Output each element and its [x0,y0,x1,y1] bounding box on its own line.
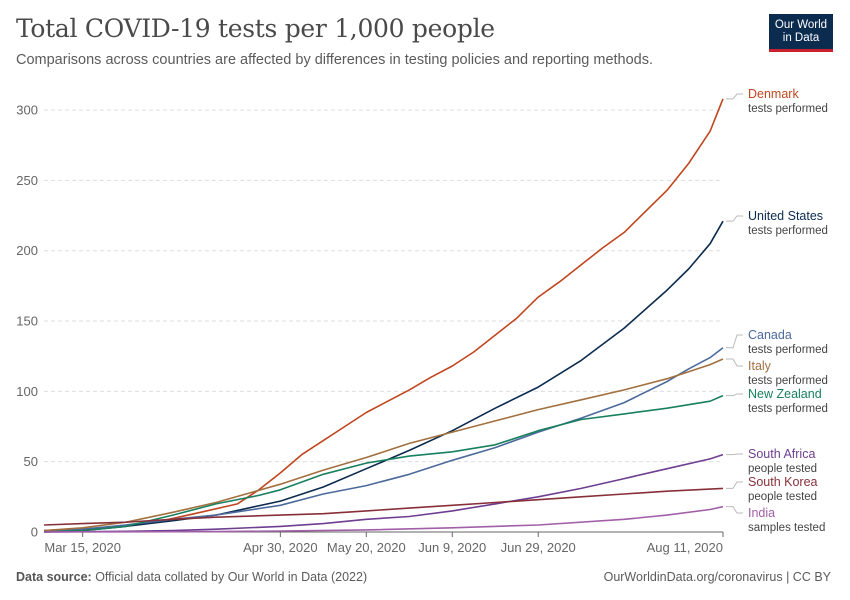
chart-subtitle: Comparisons across countries are affecte… [16,52,654,68]
grid-lines [44,109,723,463]
series-line-denmark[interactable] [43,98,724,532]
series-line-india[interactable] [43,505,724,533]
series-sublabel-united-states: tests performed [748,225,828,237]
series-line-canada[interactable] [43,347,724,532]
series-label-india[interactable]: India [748,506,775,520]
x-tick-label: Aug 11, 2020 [647,540,723,555]
series-label-denmark[interactable]: Denmark [748,87,799,101]
logo-line-2: in Data [782,32,820,44]
series-label-united-states[interactable]: United States [748,209,823,223]
label-connector-india [726,506,743,514]
x-tick-label: May 20, 2020 [327,540,406,555]
x-tick-label: Mar 15, 2020 [44,540,121,555]
series-sublabel-canada: tests performed [748,344,828,356]
label-connector-south-korea [726,481,743,489]
series-label-new-zealand[interactable]: New Zealand [748,387,822,401]
logo-line-1: Our World [774,19,828,31]
footer-credit-link[interactable]: OurWorldinData.org/coronavirus | CC BY [603,570,831,584]
x-tick-label: Apr 30, 2020 [243,540,317,555]
y-tick-label-200: 200 [16,243,38,258]
label-connector-united-states [726,215,743,222]
series-sublabel-india: samples tested [748,522,825,534]
y-tick-label-0: 0 [31,525,38,540]
series-labels: Denmark tests performed United States tests… [726,87,828,534]
series-label-italy[interactable]: Italy [748,359,772,373]
y-tick-label-150: 150 [16,314,38,329]
y-tick-label-300: 300 [16,103,38,118]
label-connector-canada [726,334,743,349]
y-tick-label-100: 100 [16,384,38,399]
label-connector-south-africa [726,453,743,456]
data-source-note: Data source: Official data collated by O… [16,570,367,584]
label-connector-denmark [726,93,743,100]
series-lines [43,98,724,533]
data-source-text: Official data collated by Our World in D… [91,570,368,584]
x-tick-label: Jun 29, 2020 [501,540,576,555]
data-source-label: Data source: [16,570,92,584]
series-line-south-korea[interactable] [43,487,724,526]
label-connector-new-zealand [726,393,743,397]
y-tick-label-50: 50 [24,454,38,469]
x-axis: Mar 15, 2020 Apr 30, 2020 May 20, 2020 Jun … [44,531,724,555]
series-sublabel-new-zealand: tests performed [748,403,828,415]
series-label-south-africa[interactable]: South Africa [748,447,815,461]
y-axis-tick-labels: 0 50 100 150 200 250 300 [16,103,38,540]
chart-title: Total COVID-19 tests per 1,000 people [16,14,495,43]
series-sublabel-south-korea: people tested [748,491,817,503]
line-chart: 0 50 100 150 200 250 300 Mar 15, 2020 Apr 30, 2… [16,87,828,555]
series-sublabel-italy: tests performed [748,375,828,387]
series-line-south-africa[interactable] [43,453,724,533]
series-sublabel-south-africa: people tested [748,463,817,475]
label-connector-italy [726,358,743,367]
series-label-south-korea[interactable]: South Korea [748,475,818,489]
series-label-canada[interactable]: Canada [748,328,792,342]
x-tick-label: Jun 9, 2020 [418,540,486,555]
owid-logo[interactable]: Our World in Data [769,14,833,52]
series-line-new-zealand[interactable] [43,394,724,533]
series-line-italy[interactable] [43,358,724,532]
series-line-united-states[interactable] [43,220,724,533]
series-sublabel-denmark: tests performed [748,103,828,115]
y-tick-label-250: 250 [16,173,38,188]
